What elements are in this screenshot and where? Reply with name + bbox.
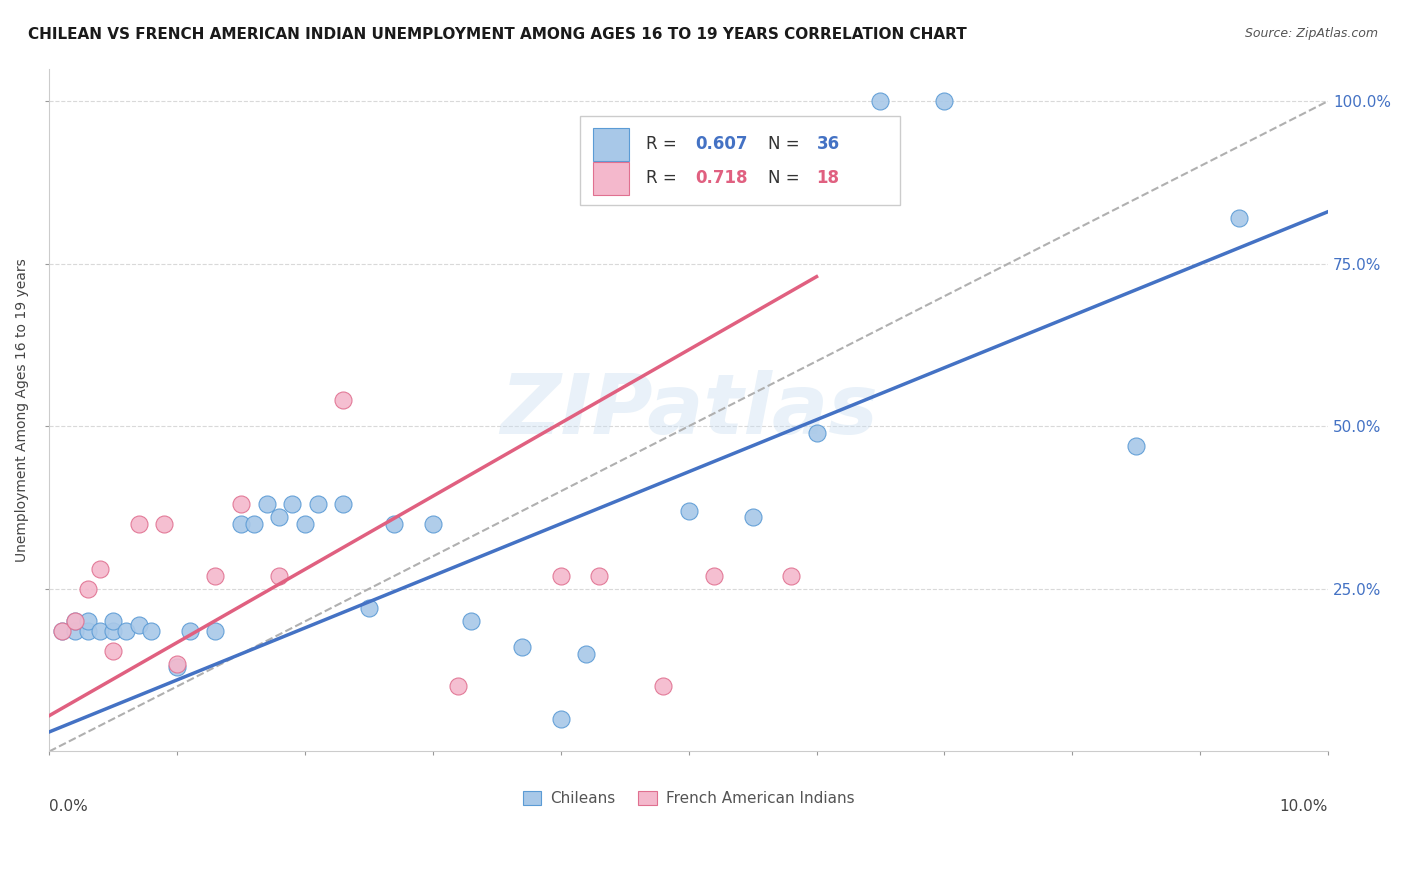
Point xyxy=(141,624,163,639)
Point xyxy=(229,497,252,511)
Text: 0.0%: 0.0% xyxy=(49,799,89,814)
Point xyxy=(76,582,98,596)
Point xyxy=(101,624,124,639)
Point xyxy=(281,497,304,511)
FancyBboxPatch shape xyxy=(593,162,628,194)
Point xyxy=(678,504,700,518)
Point xyxy=(269,510,291,524)
Point xyxy=(332,497,354,511)
Text: CHILEAN VS FRENCH AMERICAN INDIAN UNEMPLOYMENT AMONG AGES 16 TO 19 YEARS CORRELA: CHILEAN VS FRENCH AMERICAN INDIAN UNEMPL… xyxy=(28,27,967,42)
Point xyxy=(934,94,956,108)
Point xyxy=(806,425,828,440)
FancyBboxPatch shape xyxy=(593,128,628,161)
Point xyxy=(153,516,176,531)
Point xyxy=(229,516,252,531)
Point xyxy=(357,601,380,615)
Point xyxy=(652,680,675,694)
Point xyxy=(703,569,725,583)
Point xyxy=(447,680,470,694)
Point xyxy=(51,624,73,639)
Point xyxy=(741,510,763,524)
Point xyxy=(1125,439,1147,453)
Text: 0.718: 0.718 xyxy=(695,169,748,186)
Point xyxy=(63,615,86,629)
Point xyxy=(384,516,406,531)
Point xyxy=(512,640,534,655)
Point xyxy=(128,516,150,531)
Text: 10.0%: 10.0% xyxy=(1279,799,1329,814)
Point xyxy=(101,643,124,657)
Y-axis label: Unemployment Among Ages 16 to 19 years: Unemployment Among Ages 16 to 19 years xyxy=(15,258,30,562)
Text: 0.607: 0.607 xyxy=(695,135,748,153)
Point xyxy=(63,615,86,629)
Text: 36: 36 xyxy=(817,135,839,153)
FancyBboxPatch shape xyxy=(579,116,900,205)
Point xyxy=(101,615,124,629)
Point xyxy=(179,624,201,639)
Point xyxy=(51,624,73,639)
Point xyxy=(63,624,86,639)
Point xyxy=(575,647,598,661)
Point xyxy=(204,624,226,639)
Text: ZIPatlas: ZIPatlas xyxy=(499,369,877,450)
Legend: Chileans, French American Indians: Chileans, French American Indians xyxy=(516,785,860,812)
Text: R =: R = xyxy=(647,169,682,186)
Point xyxy=(76,624,98,639)
Point xyxy=(76,615,98,629)
Point xyxy=(89,562,111,576)
Point xyxy=(307,497,329,511)
Point xyxy=(242,516,264,531)
Point xyxy=(550,712,572,726)
Point xyxy=(294,516,316,531)
Text: N =: N = xyxy=(768,135,804,153)
Point xyxy=(332,393,354,408)
Point xyxy=(204,569,226,583)
Text: N =: N = xyxy=(768,169,804,186)
Point xyxy=(780,569,803,583)
Point xyxy=(588,569,610,583)
Point xyxy=(269,569,291,583)
Point xyxy=(869,94,891,108)
Point xyxy=(1227,211,1250,226)
Point xyxy=(115,624,138,639)
Point xyxy=(550,569,572,583)
Point xyxy=(89,624,111,639)
Point xyxy=(166,657,188,671)
Text: Source: ZipAtlas.com: Source: ZipAtlas.com xyxy=(1244,27,1378,40)
Text: 18: 18 xyxy=(817,169,839,186)
Point xyxy=(256,497,278,511)
Text: R =: R = xyxy=(647,135,682,153)
Point xyxy=(460,615,482,629)
Point xyxy=(166,660,188,674)
Point xyxy=(422,516,444,531)
Point xyxy=(128,617,150,632)
